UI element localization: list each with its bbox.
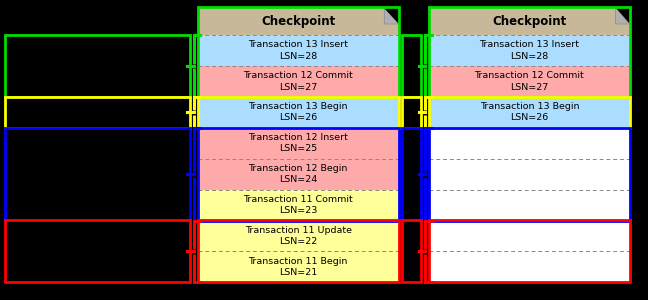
- Bar: [429, 8, 630, 282]
- Text: Transaction 11 Commit
LSN=23: Transaction 11 Commit LSN=23: [243, 195, 353, 215]
- Bar: [5, 35, 190, 97]
- Bar: [198, 220, 399, 282]
- Bar: [198, 97, 399, 128]
- Bar: [198, 128, 399, 220]
- Bar: [429, 8, 630, 97]
- Bar: [429, 97, 630, 128]
- Bar: [198, 128, 399, 159]
- Bar: [402, 220, 421, 282]
- Bar: [198, 220, 399, 251]
- Text: Transaction Log: Transaction Log: [249, 0, 347, 6]
- Bar: [429, 8, 630, 35]
- Text: Transaction 12 Commit
LSN=27: Transaction 12 Commit LSN=27: [474, 71, 584, 92]
- Bar: [5, 128, 190, 220]
- Bar: [5, 97, 190, 128]
- Bar: [429, 35, 630, 66]
- Text: Transaction 13 Insert
LSN=28: Transaction 13 Insert LSN=28: [248, 40, 348, 61]
- Text: Transaction 12 Begin
LSN=24: Transaction 12 Begin LSN=24: [248, 164, 348, 184]
- Bar: [198, 66, 399, 97]
- Bar: [429, 97, 630, 128]
- Text: Transaction 11 Update
LSN=22: Transaction 11 Update LSN=22: [244, 226, 352, 246]
- Text: Transaction 13 Begin
LSN=26: Transaction 13 Begin LSN=26: [248, 102, 348, 122]
- Bar: [198, 8, 399, 282]
- Bar: [198, 190, 399, 220]
- Bar: [402, 97, 421, 128]
- Text: Checkpoint: Checkpoint: [492, 15, 566, 28]
- Bar: [198, 8, 399, 97]
- Bar: [198, 251, 399, 282]
- Bar: [198, 8, 399, 35]
- Bar: [429, 220, 630, 282]
- Polygon shape: [384, 8, 399, 24]
- Text: Checkpoint: Checkpoint: [261, 15, 335, 28]
- Bar: [429, 159, 630, 190]
- Bar: [198, 35, 399, 66]
- Text: Transaction 12 Insert
LSN=25: Transaction 12 Insert LSN=25: [248, 133, 348, 153]
- Bar: [429, 66, 630, 97]
- Bar: [429, 128, 630, 220]
- Text: Transaction 12 Commit
LSN=27: Transaction 12 Commit LSN=27: [243, 71, 353, 92]
- Bar: [402, 128, 421, 220]
- Bar: [402, 35, 421, 97]
- Bar: [198, 159, 399, 190]
- Bar: [429, 190, 630, 220]
- Polygon shape: [616, 8, 630, 24]
- Bar: [429, 251, 630, 282]
- Bar: [198, 97, 399, 128]
- Text: Transaction 11 Begin
LSN=21: Transaction 11 Begin LSN=21: [248, 257, 348, 277]
- Text: Transaction 13 Insert
LSN=28: Transaction 13 Insert LSN=28: [480, 40, 579, 61]
- Polygon shape: [384, 8, 399, 24]
- Text: Transaction Log: Transaction Log: [480, 0, 579, 6]
- Text: Transaction 13 Begin
LSN=26: Transaction 13 Begin LSN=26: [480, 102, 579, 122]
- Polygon shape: [616, 8, 630, 24]
- Bar: [429, 220, 630, 251]
- Bar: [429, 128, 630, 159]
- Bar: [5, 220, 190, 282]
